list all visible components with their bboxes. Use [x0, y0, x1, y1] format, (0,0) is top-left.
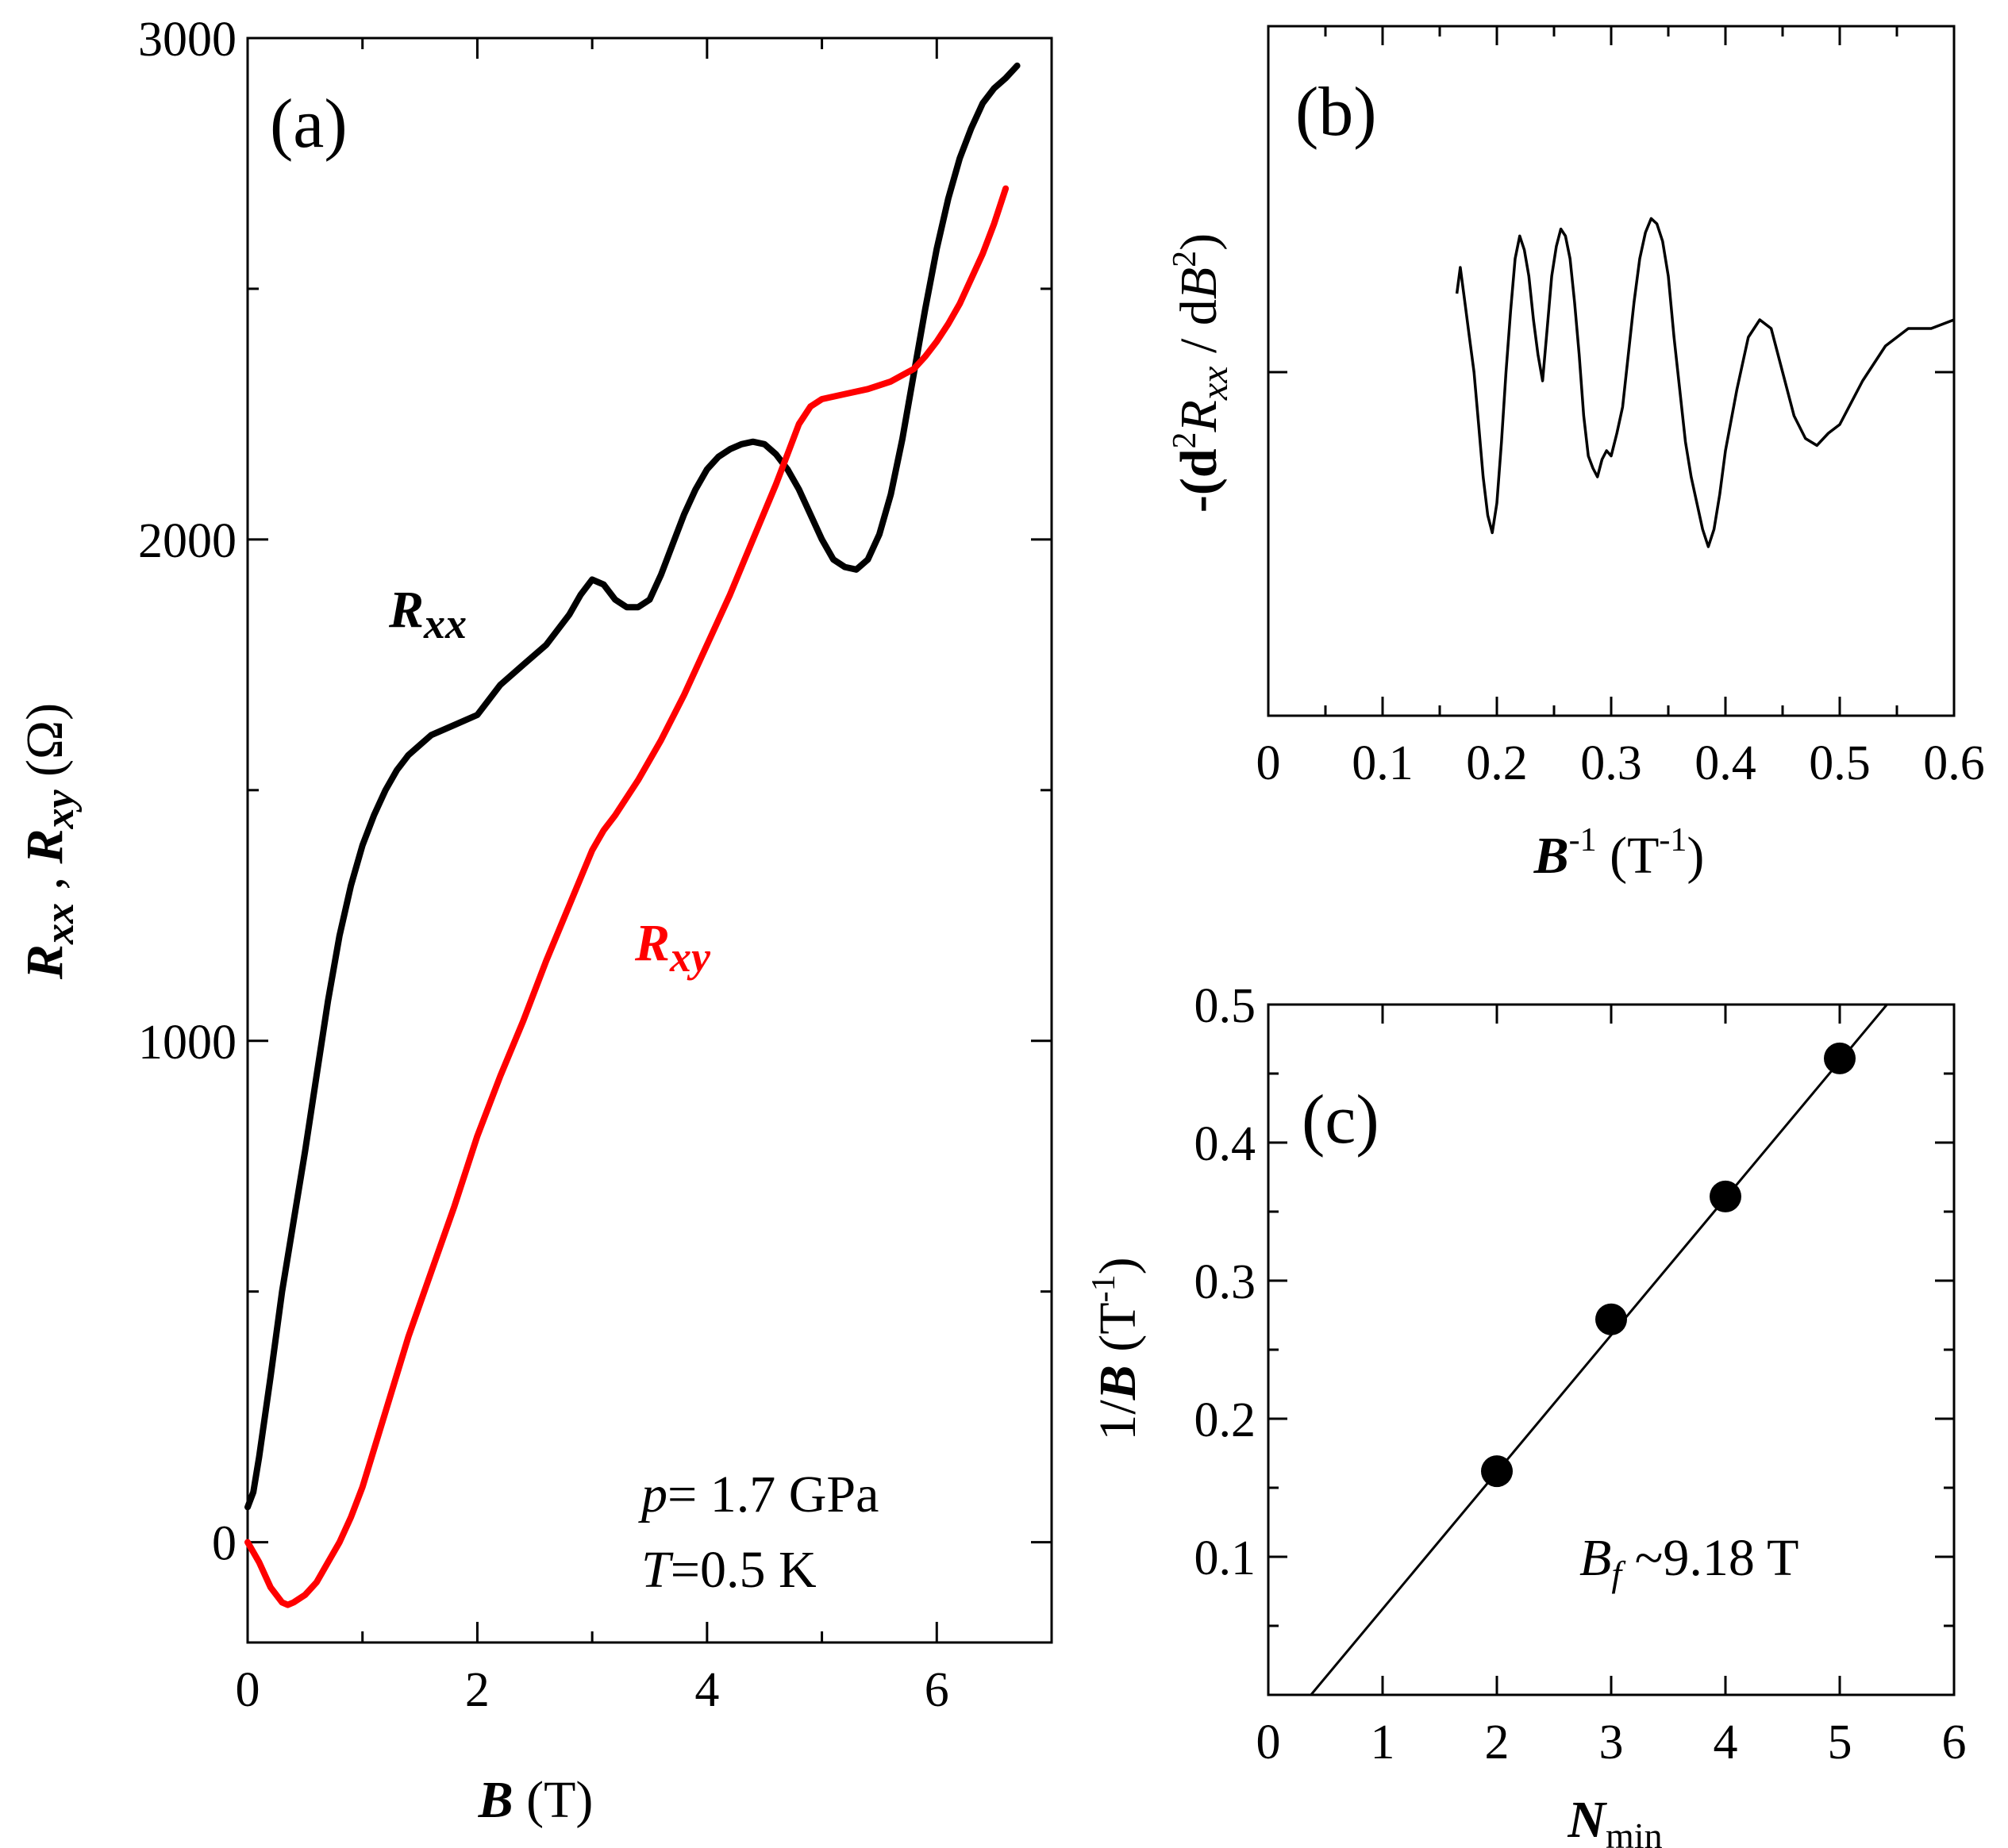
series-line-rxy	[244, 185, 1010, 1608]
x-axis-label: Nmin	[1567, 1791, 1662, 1848]
x-tick-label: 3	[1599, 1715, 1624, 1769]
x-tick-label: 0.5	[1809, 736, 1871, 790]
fit-line	[1310, 1004, 1888, 1696]
x-axis-label: B (T)	[478, 1771, 594, 1829]
y-axis-label: -(d2Rxx / dB2)	[1167, 233, 1236, 513]
data-point	[1824, 1042, 1856, 1074]
x-tick-label: 2	[465, 1663, 490, 1717]
y-tick-label: 0.4	[1194, 1117, 1256, 1171]
x-tick-label: 4	[694, 1663, 719, 1717]
x-tick-label: 0.4	[1694, 736, 1756, 790]
data-point	[1595, 1303, 1627, 1335]
y-tick-label: 0.1	[1194, 1531, 1256, 1585]
data-point	[1481, 1455, 1513, 1488]
y-tick-label: 0.5	[1194, 979, 1256, 1033]
y-axis-label: 1/B (T-1)	[1086, 1257, 1147, 1440]
x-tick-label: 0.1	[1352, 736, 1414, 790]
pressure-annotation: p= 1.7 GPa	[638, 1466, 879, 1523]
panel-a: 0 2 4 6 0 1000 2000 3000 (a) Rxx Rxy p= 1.7 GPa T=0.…	[16, 13, 1053, 1829]
panel-label: (c)	[1302, 1082, 1379, 1158]
x-tick-label: 0.6	[1923, 736, 1985, 790]
series-line	[1455, 217, 1955, 548]
plot-frame	[246, 36, 1053, 1644]
x-tick-label: 1	[1371, 1715, 1395, 1769]
temperature-annotation: T=0.5 K	[641, 1541, 817, 1599]
data-point	[1710, 1180, 1741, 1212]
panel-c: 0 1 2 3 4 5 6 0.1 0.2 0.3 0.4 0.5 (c) Bf ~9.18 T Nmin 1…	[1086, 979, 1967, 1848]
fit-annotation: Bf ~9.18 T	[1579, 1529, 1798, 1594]
x-tick-label: 0	[236, 1663, 260, 1717]
x-tick-label: 4	[1714, 1715, 1738, 1769]
panel-b: 0 0.1 0.2 0.3 0.4 0.5 0.6 (b) B-1 (T-1) -(d2Rxx /…	[1167, 25, 1985, 885]
x-tick-label: 6	[1942, 1715, 1967, 1769]
x-tick-label: 0	[1256, 736, 1281, 790]
x-tick-label: 6	[925, 1663, 949, 1717]
y-tick-label: 3000	[138, 13, 237, 67]
y-tick-label: 1000	[138, 1016, 237, 1070]
plot-frame	[1267, 25, 1956, 717]
x-tick-label: 5	[1828, 1715, 1852, 1769]
y-tick-label: 0	[212, 1517, 237, 1571]
plot-frame	[1267, 1003, 1956, 1696]
rxx-label: Rxx	[388, 581, 467, 647]
panel-label: (b)	[1295, 74, 1377, 151]
y-tick-label: 0.3	[1194, 1255, 1256, 1309]
x-tick-label: 0	[1256, 1715, 1281, 1769]
y-tick-label: 2000	[138, 514, 237, 568]
x-axis-label: B-1 (T-1)	[1533, 822, 1705, 885]
panel-label: (a)	[270, 86, 348, 163]
x-tick-label: 0.3	[1580, 736, 1642, 790]
x-tick-label: 2	[1485, 1715, 1510, 1769]
y-axis-label: Rxx , Rxy (Ω)	[16, 703, 83, 980]
rxy-label: Rxy	[634, 914, 711, 981]
x-tick-label: 0.2	[1466, 736, 1528, 790]
series-line-rxx	[244, 62, 1021, 1511]
y-tick-label: 0.2	[1194, 1393, 1256, 1447]
